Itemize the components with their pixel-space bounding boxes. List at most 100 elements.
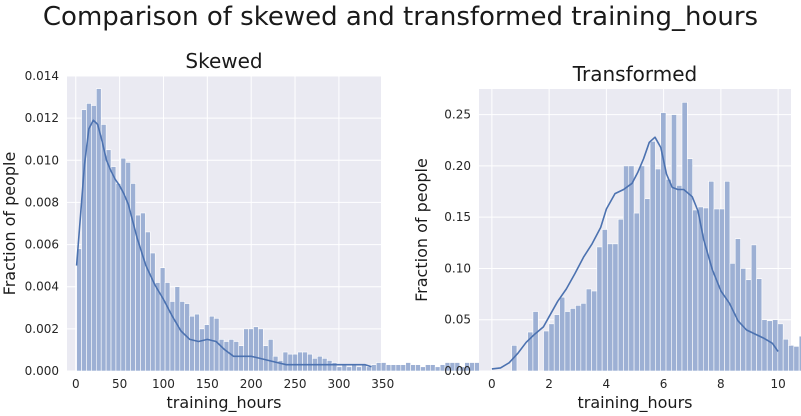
histogram-bar [400,364,407,372]
histogram-bar [639,165,646,372]
x-tick-label: 300 [327,377,350,391]
y-tick-label: 0.008 [25,195,59,209]
histogram-bar [199,328,205,372]
histogram-bar [351,364,357,372]
chart-transformed: 0 2 4 6 8 10 0.00 0.05 0.10 0.15 0.20 0.25 Transfo… [412,62,801,413]
histogram-bar [253,326,259,372]
histogram-bar [326,360,333,372]
histogram-bar [272,355,279,372]
histogram-bar [105,149,112,372]
x-tick-label: 10 [770,377,785,391]
histogram-bar [385,364,392,372]
histogram-bar [405,362,411,372]
y-tick-label: 0.00 [444,364,471,378]
histogram-bar [687,158,693,372]
x-tick-label: 200 [240,377,263,391]
histogram-bar [356,366,362,372]
histogram-bar [734,238,741,372]
chart-title-skewed: Skewed [185,49,262,73]
histogram-bar [277,360,284,372]
histogram-bar [331,362,338,372]
histogram-bar [194,313,200,372]
histogram-bar [777,323,784,372]
kde-line-skewed [75,119,372,368]
histogram-bar [287,353,294,372]
y-tick-label: 0.20 [444,159,471,173]
histogram-bar [623,165,630,372]
y-tick-label: 0.012 [25,111,59,125]
histogram-bar [708,180,715,372]
histogram-bar [713,208,720,372]
histogram-bar [262,345,269,372]
histogram-bar [612,243,619,372]
y-tick-label: 0.000 [25,364,59,378]
histogram-bar [607,243,614,372]
x-tick-label: 250 [284,377,307,391]
histogram-bar [766,320,773,372]
histogram-bar [580,303,587,372]
histogram-bar [425,364,431,372]
histogram-bar [569,308,576,372]
histogram-bar [617,218,624,372]
histogram-bar [532,311,539,372]
histogram-bar [100,124,107,372]
histogram-bar [154,282,161,372]
histogram-bar [130,183,136,372]
histogram-bar [692,209,699,372]
histogram-bar [665,178,672,372]
histogram-bar [681,102,688,372]
histogram-bar [125,162,131,372]
histogram-bar [91,105,97,372]
histogram-bar [159,267,166,372]
y-tick-label: 0.10 [444,261,471,275]
histogram-bar [282,351,289,372]
histogram-bar [756,278,763,372]
histogram-bar [204,324,210,372]
histogram-bar [307,353,313,372]
histogram-bar [655,168,662,372]
histogram-bar [317,355,323,372]
x-tick-labels-transformed: 0 2 4 6 8 10 [488,377,786,391]
histogram-bar [745,279,752,372]
x-tick-label: 8 [717,377,725,391]
histogram-bar [585,288,592,372]
y-tick-label: 0.010 [25,153,59,167]
histogram-bars-skewed [76,88,520,372]
x-tick-label: 2 [545,377,553,391]
x-tick-label: 100 [152,377,175,391]
histogram-bar [788,345,795,372]
y-tick-label: 0.002 [25,322,59,336]
histogram-bar [671,114,677,372]
histogram-bar [208,315,215,372]
y-tick-label: 0.25 [444,108,471,122]
histogram-bar [591,290,598,372]
y-tick-labels-transformed: 0.00 0.05 0.10 0.15 0.20 0.25 [444,108,471,378]
x-tick-label: 50 [112,377,127,391]
histogram-bar [371,364,377,372]
histogram-bar [564,311,571,372]
histogram-bar [145,231,151,372]
histogram-bars-transformed [511,102,801,372]
x-axis-label-transformed: training_hours [578,393,693,413]
histogram-bar [649,140,656,372]
histogram-bar [429,364,436,372]
histogram-bar [702,207,709,372]
y-tick-label: 0.05 [444,313,471,327]
x-tick-label: 4 [603,377,611,391]
figure-suptitle: Comparison of skewed and transformed tra… [42,2,759,32]
histogram-bar [724,180,731,372]
histogram-bar [395,364,402,372]
histogram-bar [238,345,244,372]
x-axis-label-skewed: training_hours [167,393,282,413]
histogram-bar [415,364,421,372]
histogram-bar [410,364,416,372]
chart-skewed: 0 50 100 150 200 250 300 350 0.0000.0020.0040.0… [0,49,520,413]
y-axis-label-skewed: Fraction of people [0,152,19,296]
histogram-bar [150,252,156,372]
histogram-bar [596,246,603,372]
x-tick-label: 0 [72,377,80,391]
histogram-bar [575,305,582,372]
x-tick-label: 150 [196,377,219,391]
y-tick-labels-skewed: 0.000 0.002 0.004 0.006 0.008 0.010 0.012 0.014 [25,69,59,378]
histogram-bar [676,185,683,372]
